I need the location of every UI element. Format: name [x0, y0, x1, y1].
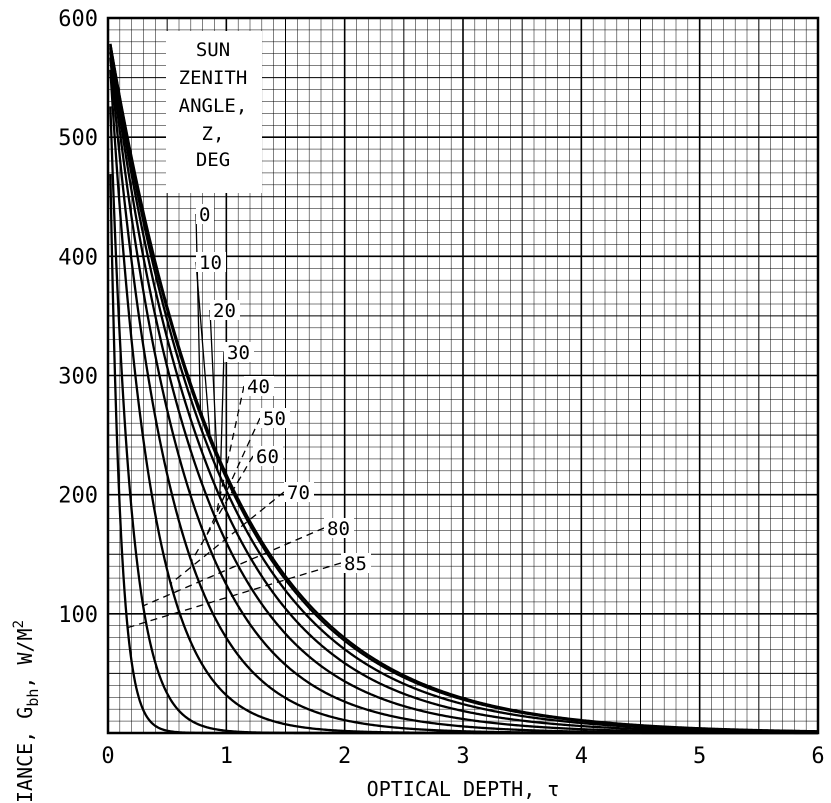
y-tick-label: 400 — [58, 245, 98, 270]
series-leader-70 — [170, 491, 285, 585]
series-label-30: 30 — [227, 342, 250, 364]
series-leader-20 — [209, 309, 219, 471]
series-curve-30 — [109, 45, 819, 734]
series-leader-30 — [219, 351, 225, 497]
series-labels: 0 10 20 30 40 50 60 70 80 85 — [196, 204, 371, 575]
legend-title-line: DEG — [196, 149, 230, 171]
y-tick-label: 300 — [58, 365, 98, 390]
x-tick-label: 4 — [575, 744, 588, 769]
y-tick-label: 100 — [58, 603, 98, 628]
y-axis-label-sup: 2 — [11, 620, 27, 628]
series-label-bg — [210, 300, 240, 320]
legend-title-line: Z, — [202, 123, 225, 145]
series-label-20: 20 — [213, 300, 236, 322]
series-label-bg — [260, 408, 290, 428]
x-axis-label: OPTICAL DEPTH, τ — [367, 777, 560, 801]
series-label-bg — [196, 204, 214, 224]
series-label-bg — [324, 518, 354, 538]
series-label-bg — [224, 342, 254, 362]
series-leader-80 — [142, 527, 325, 607]
x-tick-label: 1 — [220, 744, 233, 769]
y-axis-label-units: , W/M — [13, 628, 37, 688]
series-curve-20 — [109, 44, 819, 733]
series-label-10: 10 — [199, 252, 222, 274]
plot-frame — [106, 16, 820, 735]
y-tick-label: 600 — [58, 7, 98, 32]
series-label-bg — [196, 252, 226, 272]
legend-box-background — [166, 31, 262, 193]
series-leader-50 — [204, 417, 261, 538]
legend-title-line: ZENITH — [179, 67, 248, 89]
y-axis-label: IANCE, Gbh, W/M2 — [11, 620, 42, 803]
x-tick-label: 6 — [811, 744, 824, 769]
series-leader-60 — [190, 455, 254, 562]
series-curve-80 — [109, 106, 818, 735]
legend-title-box: SUN ZENITH ANGLE, Z, DEG — [166, 31, 262, 193]
x-axis-ticks: 0 1 2 3 4 5 6 — [101, 744, 824, 769]
series-label-85: 85 — [344, 553, 367, 575]
series-label-0: 0 — [199, 204, 210, 226]
legend-title-line: ANGLE, — [179, 95, 248, 117]
series-leader-85 — [127, 562, 342, 629]
x-tick-label: 0 — [101, 744, 114, 769]
series-label-70: 70 — [287, 482, 310, 504]
y-tick-label: 500 — [58, 126, 98, 151]
legend-leaders — [127, 213, 342, 629]
series-label-60: 60 — [256, 446, 279, 468]
series-leader-40 — [214, 385, 245, 518]
x-tick-label: 2 — [338, 744, 351, 769]
y-axis-label-sub: bh — [24, 689, 42, 707]
series-label-50: 50 — [263, 408, 286, 430]
series-label-bg — [253, 446, 283, 466]
x-tick-label: 5 — [693, 744, 706, 769]
series-label-80: 80 — [327, 518, 350, 540]
x-tick-label: 3 — [456, 744, 469, 769]
series-label-40: 40 — [247, 376, 270, 398]
series-label-bg — [284, 482, 314, 502]
series-label-bg — [244, 376, 274, 396]
series-label-bg — [341, 553, 371, 573]
series-leader-0 — [195, 213, 202, 412]
series-leader-10 — [195, 261, 212, 442]
legend-title-line: SUN — [196, 39, 230, 61]
y-axis-ticks: 100 200 300 400 500 600 — [58, 7, 98, 628]
y-axis-label-main: IANCE, G — [13, 707, 37, 803]
y-tick-label: 200 — [58, 484, 98, 509]
